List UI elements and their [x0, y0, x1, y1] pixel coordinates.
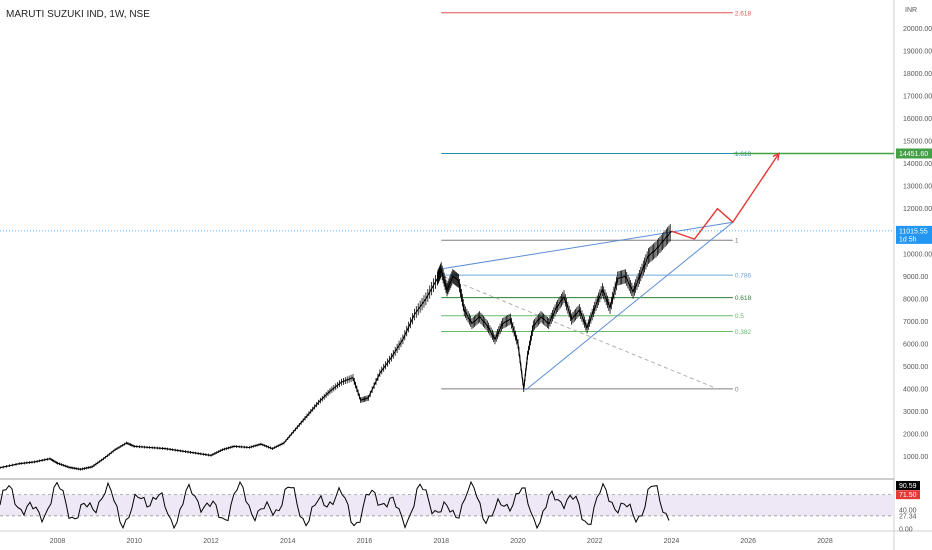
y-tick-label: 7000.00: [903, 319, 928, 326]
y-tick-label: 8000.00: [903, 296, 928, 303]
x-tick-label: 2010: [127, 538, 143, 545]
price-tag-sub: 1d 5h: [899, 236, 917, 243]
price-tag-label: 14451.60: [899, 151, 928, 158]
y-tick-label: 20000.00: [903, 26, 932, 33]
y-tick-label: 13000.00: [903, 184, 932, 191]
x-tick-label: 2016: [357, 538, 373, 545]
oscillator-tag-bg: [896, 490, 920, 500]
y-tick-label: 15000.00: [903, 139, 932, 146]
y-tick-label: 2000.00: [903, 431, 928, 438]
oscillator-axis-label: 27.34: [899, 513, 917, 520]
projection-line: [671, 153, 780, 240]
x-axis-labels: 2008 2010 2012 2014 2016 2018 2020 2022 2024 2026…: [50, 538, 833, 545]
projection-arrowhead: [772, 152, 780, 161]
fib-level-label: 0.618: [735, 295, 752, 302]
x-tick-label: 2022: [587, 538, 603, 545]
y-tick-label: 6000.00: [903, 341, 928, 348]
y-tick-label: 5000.00: [903, 364, 928, 371]
trendlines: [437, 221, 734, 391]
trendline: [437, 221, 733, 271]
price-series: [0, 224, 672, 471]
oscillator-tag-label: 71.50: [899, 492, 917, 499]
y-axis-labels: 1000.00 2000.00 3000.00 4000.00 5000.00 6000.…: [903, 26, 932, 461]
y-tick-label: 9000.00: [903, 274, 928, 281]
fib-level-label: 1: [735, 238, 739, 245]
y-tick-label: 18000.00: [903, 71, 932, 78]
price-tag-label: 11015.55: [899, 228, 928, 235]
price-tag-bg: [896, 225, 932, 244]
y-tick-label: 1000.00: [903, 454, 928, 461]
oscillator-line: [0, 480, 670, 530]
x-tick-label: 2028: [817, 538, 833, 545]
y-tick-label: 10000.00: [903, 251, 932, 258]
trendline: [437, 273, 718, 390]
y-tick-label: 12000.00: [903, 206, 932, 213]
chart-title: MARUTI SUZUKI IND, 1W, NSE: [6, 9, 150, 20]
trendline: [525, 221, 734, 391]
fib-level-label: 1.618: [735, 151, 752, 158]
x-tick-label: 2012: [203, 538, 219, 545]
oscillator-axis-label: 0.00: [899, 527, 913, 534]
oscillator-tag-label: 90.59: [899, 483, 917, 490]
x-tick-label: 2026: [740, 538, 756, 545]
y-tick-label: 19000.00: [903, 49, 932, 56]
oscillator-tag-bg: [896, 481, 920, 491]
oscillator-axis-label: 40.00: [899, 507, 917, 514]
x-tick-label: 2014: [280, 538, 296, 545]
fib-level-label: 0.5: [735, 313, 744, 320]
fib-level-label: 0.382: [735, 329, 752, 336]
y-tick-label: 3000.00: [903, 409, 928, 416]
fib-level-label: 0.786: [735, 273, 752, 280]
currency-label: INR: [905, 7, 917, 14]
y-tick-label: 16000.00: [903, 116, 932, 123]
y-tick-label: 17000.00: [903, 94, 932, 101]
price-tag-bg: [896, 148, 932, 159]
projection-path: [671, 152, 780, 240]
y-tick-label: 14000.00: [903, 161, 932, 168]
y-tick-label: 4000.00: [903, 386, 928, 393]
fib-level-label: 2.618: [735, 10, 752, 17]
x-tick-label: 2024: [664, 538, 680, 545]
x-tick-label: 2018: [433, 538, 449, 545]
x-tick-label: 2008: [50, 538, 66, 545]
x-tick-label: 2020: [510, 538, 526, 545]
fib-level-label: 0: [735, 386, 739, 393]
